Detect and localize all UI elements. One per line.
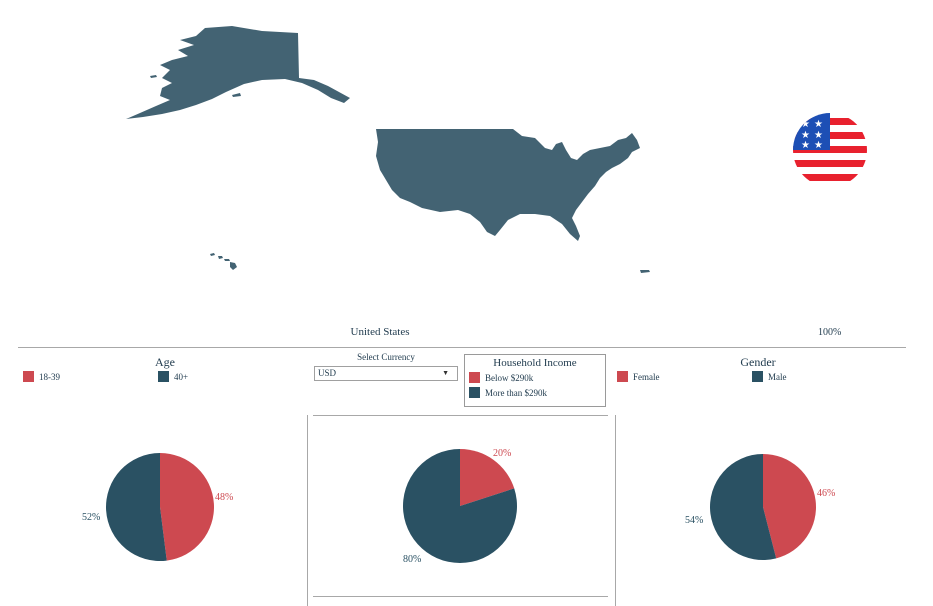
- dropdown-arrow-icon[interactable]: ▼: [442, 369, 449, 377]
- contiguous-us-shape[interactable]: [376, 129, 640, 241]
- svg-text:★: ★: [801, 130, 810, 141]
- gender-legend-item-male[interactable]: Male: [752, 371, 787, 382]
- svg-text:★: ★: [814, 119, 823, 130]
- hawaii-island-shape: [210, 253, 215, 256]
- section-divider: [18, 347, 906, 348]
- legend-swatch: [469, 372, 480, 383]
- legend-swatch: [23, 371, 34, 382]
- legend-label: Male: [768, 371, 787, 382]
- map-area[interactable]: ★ ★ ★ ★ ★ ★: [0, 0, 933, 320]
- legend-label: 18-39: [39, 371, 60, 382]
- legend-swatch: [752, 371, 763, 382]
- legend-swatch: [158, 371, 169, 382]
- age-legend-item-18-39[interactable]: 18-39: [23, 371, 60, 382]
- currency-label: Select Currency: [357, 352, 415, 362]
- income-legend-item-more[interactable]: More than $290k: [469, 387, 601, 398]
- age-pie-chart[interactable]: 48% 52%: [0, 420, 310, 606]
- hawaii-island-shape: [218, 256, 223, 259]
- legend-swatch: [469, 387, 480, 398]
- pie-slice-female[interactable]: [763, 454, 817, 559]
- income-box-right-border: [615, 415, 616, 606]
- svg-text:★: ★: [814, 130, 823, 141]
- pie-slice-40-[interactable]: [105, 453, 167, 561]
- legend-swatch: [617, 371, 628, 382]
- pie-data-label: 80%: [403, 554, 421, 565]
- income-pie-chart[interactable]: 20% 80%: [310, 420, 620, 606]
- income-box-top-border: [313, 415, 608, 416]
- svg-text:★: ★: [814, 140, 823, 151]
- gender-title: Gender: [740, 355, 776, 369]
- age-title: Age: [155, 355, 175, 369]
- income-legend-item-below[interactable]: Below $290k: [469, 372, 601, 383]
- pie-data-label: 46%: [817, 488, 835, 499]
- legend-label: 40+: [174, 371, 189, 382]
- income-box-bottom-border: [313, 596, 608, 597]
- currency-selector: Select Currency USD ▼: [314, 352, 458, 381]
- puerto-rico-shape: [640, 270, 650, 273]
- svg-text:★: ★: [801, 140, 810, 151]
- legend-label: More than $290k: [485, 387, 547, 398]
- svg-text:★: ★: [801, 119, 810, 130]
- aleutian-island-shape: [232, 93, 241, 97]
- income-box-left-border: [307, 415, 308, 606]
- pie-slice-male[interactable]: [710, 454, 777, 560]
- gender-legend-item-female[interactable]: Female: [617, 371, 660, 382]
- pie-data-label: 54%: [685, 515, 703, 526]
- income-legend: Household Income Below $290k More than $…: [464, 354, 606, 407]
- pie-slice-more-than-290k[interactable]: [403, 449, 517, 563]
- aleutian-island-shape: [150, 75, 157, 78]
- hawaii-island-shape: [224, 259, 230, 261]
- pie-data-label: 48%: [215, 492, 233, 503]
- country-label: United States: [350, 326, 410, 338]
- gender-pie-chart[interactable]: 46% 54%: [620, 420, 930, 606]
- pie-data-label: 20%: [493, 448, 511, 459]
- us-map[interactable]: [0, 0, 933, 320]
- pie-slice-below-290k[interactable]: [460, 449, 515, 506]
- age-legend-item-40-plus[interactable]: 40+: [158, 371, 188, 382]
- legend-label: Below $290k: [485, 372, 534, 383]
- pie-slice-18-39[interactable]: [160, 453, 214, 561]
- income-title: Household Income: [493, 357, 577, 369]
- usa-flag-icon: ★ ★ ★ ★ ★ ★: [793, 113, 867, 187]
- legend-label: Female: [633, 371, 660, 382]
- currency-dropdown[interactable]: USD ▼: [314, 366, 458, 381]
- country-percent-label: 100%: [818, 327, 842, 338]
- hawaii-island-shape: [230, 262, 237, 270]
- currency-selected-value: USD: [318, 368, 337, 378]
- pie-data-label: 52%: [82, 512, 100, 523]
- alaska-shape[interactable]: [126, 26, 350, 119]
